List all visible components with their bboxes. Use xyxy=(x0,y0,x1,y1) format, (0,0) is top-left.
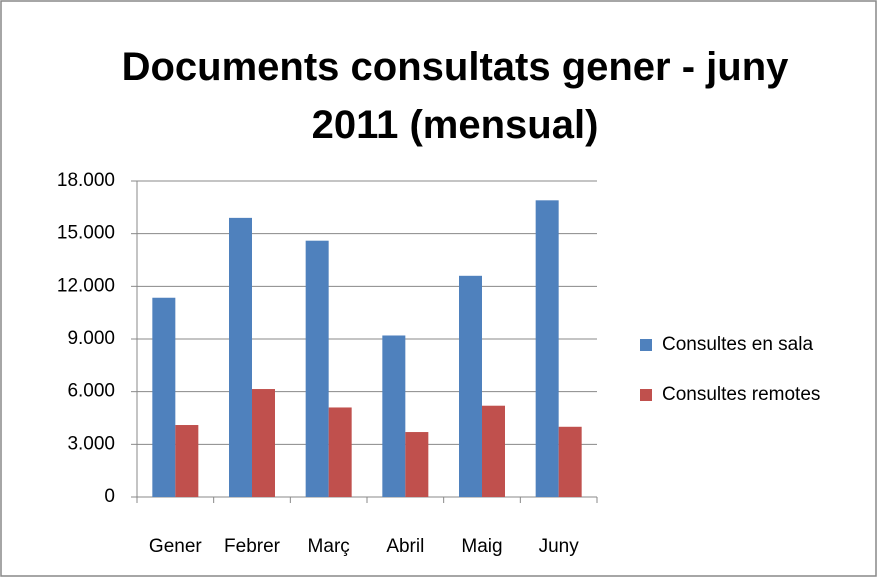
bar xyxy=(305,240,329,497)
x-tick-label: Maig xyxy=(461,536,502,557)
chart-title: Documents consultats gener - juny 2011 (… xyxy=(121,45,789,147)
bar xyxy=(535,200,559,498)
x-tick-label: Juny xyxy=(539,536,580,557)
x-tick-label: Març xyxy=(308,536,350,557)
y-tick-label: 15.000 xyxy=(57,223,115,244)
y-tick-label: 0 xyxy=(104,486,115,507)
bar xyxy=(229,217,252,497)
legend-swatch xyxy=(640,339,652,351)
bar xyxy=(482,405,505,497)
bar xyxy=(459,275,482,497)
y-tick-label: 6.000 xyxy=(67,381,115,402)
bar xyxy=(328,407,352,497)
y-tick-label: 12.000 xyxy=(57,275,115,296)
bar xyxy=(175,425,199,497)
bar xyxy=(382,335,406,497)
y-tick-label: 18.000 xyxy=(57,170,115,191)
x-tick-label: Abril xyxy=(386,536,424,557)
x-tick-label: Gener xyxy=(149,536,202,557)
bar xyxy=(152,297,176,497)
legend-swatch xyxy=(640,389,652,401)
bar xyxy=(252,389,275,497)
legend-label: Consultes en sala xyxy=(662,334,813,355)
y-tick-label: 3.000 xyxy=(67,433,115,454)
legend-label: Consultes remotes xyxy=(662,384,820,405)
x-tick-label: Febrer xyxy=(224,536,281,557)
bar xyxy=(405,432,429,497)
y-tick-label: 9.000 xyxy=(67,328,115,349)
bar xyxy=(558,426,582,497)
